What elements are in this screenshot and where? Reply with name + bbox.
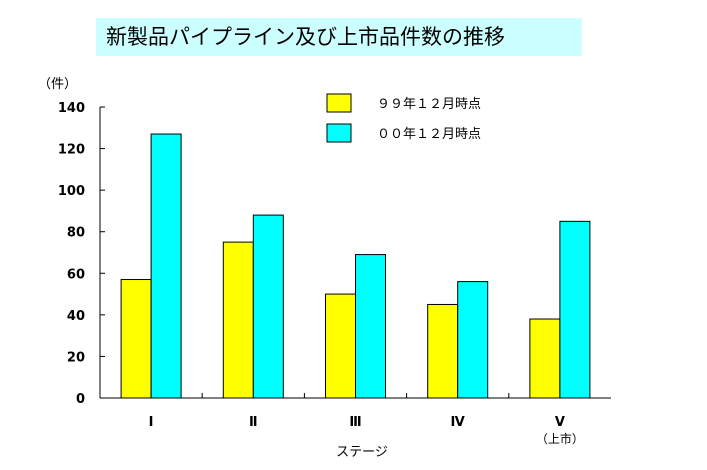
y-tick-label: 60 [67,267,85,282]
y-tick-label: 100 [58,184,85,199]
y-tick-label: 120 [58,143,85,158]
bar-2 [355,254,386,399]
x-tick-label: Ⅳ [451,415,466,430]
y-tick-label: 0 [76,392,85,407]
x-tick-label: Ⅰ [149,415,154,430]
bar-1 [120,279,152,399]
bar-2 [252,214,284,399]
y-tick-label: 140 [58,101,85,116]
y-axis-label: （件） [38,77,77,92]
chart-title: 新製品パイプライン及び上市品件数の推移 [96,18,582,56]
legend-label: ９９年１２月時点 [377,97,481,112]
legend-label: ００年１２月時点 [377,127,481,142]
bar-1 [427,303,459,399]
legend-swatch [326,93,352,113]
bar-1 [222,241,254,399]
x-tick-label: Ⅱ [249,415,258,430]
y-tick-label: 80 [67,226,85,241]
x-tick-label: Ⅲ [349,415,361,430]
y-tick-label: 20 [67,350,85,365]
bar-2 [457,281,489,399]
y-tick-label: 40 [67,309,85,324]
legend-swatch [326,123,352,143]
bar-2 [150,133,182,399]
x-axis-label: ステージ [336,445,388,460]
bar-2 [559,220,591,399]
x-tick-label: Ⅴ [555,415,565,430]
bar-1 [325,293,356,399]
x-tick-sublabel: （上市） [536,431,584,446]
bar-1 [529,318,561,399]
